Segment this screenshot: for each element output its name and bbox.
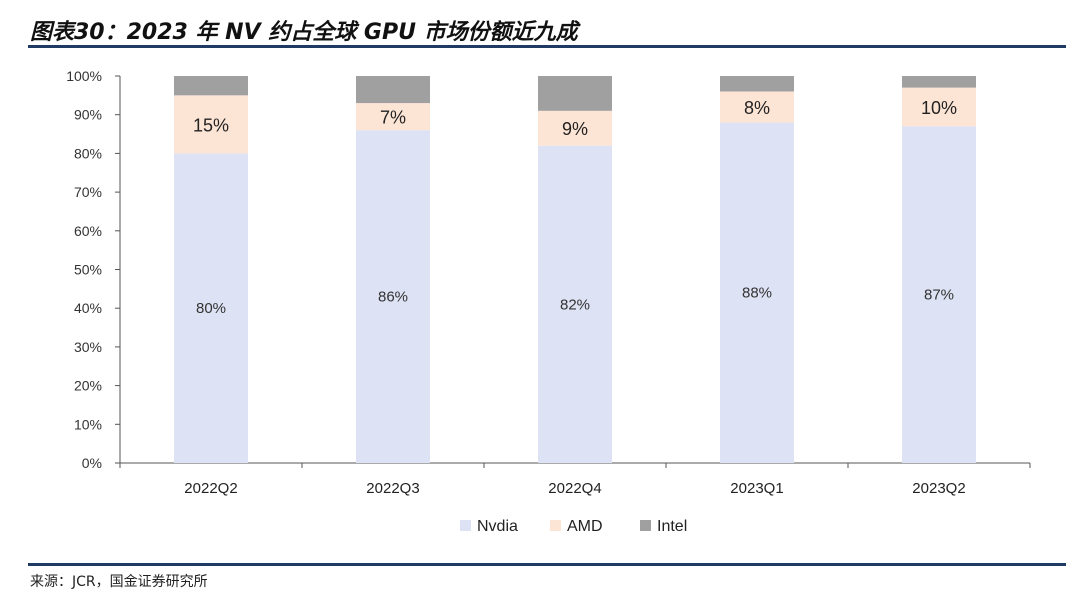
title-rule xyxy=(28,45,1066,48)
y-tick-label: 90% xyxy=(74,107,102,123)
legend-swatch-amd xyxy=(550,520,561,531)
y-tick-label: 50% xyxy=(74,262,102,278)
bar-intel-2022Q4 xyxy=(538,76,612,111)
y-tick-label: 80% xyxy=(74,145,102,161)
x-category-label: 2022Q3 xyxy=(366,480,419,497)
bar-amd-2022Q3 xyxy=(356,103,430,131)
x-category-label: 2022Q4 xyxy=(548,480,601,497)
legend-swatch-intel xyxy=(640,520,651,531)
legend-label-amd: AMD xyxy=(567,518,603,535)
bar-amd-2023Q1 xyxy=(720,91,794,123)
y-tick-label: 0% xyxy=(82,455,102,471)
bar-nvdia-2022Q4 xyxy=(538,145,612,463)
data-label-amd: 10% xyxy=(921,98,957,118)
data-label-nvdia: 80% xyxy=(196,300,226,317)
bar-amd-2022Q4 xyxy=(538,110,612,146)
y-tick-label: 100% xyxy=(66,68,102,84)
footer-rule xyxy=(28,563,1066,566)
stacked-bar-chart: 0% 10% 20% 30% 40% 50% 60% 70% 80% 90% 100% 80% 15% 2… xyxy=(66,68,1031,535)
data-label-nvdia: 82% xyxy=(560,296,590,313)
bar-nvdia-2023Q1 xyxy=(720,122,794,463)
data-label-amd: 9% xyxy=(562,119,588,139)
y-tick-label: 20% xyxy=(74,378,102,394)
legend-swatch-nvdia xyxy=(460,520,471,531)
y-tick-label: 70% xyxy=(74,184,102,200)
data-label-amd: 8% xyxy=(744,98,770,118)
bar-intel-2023Q2 xyxy=(902,76,976,88)
x-category-label: 2022Q2 xyxy=(184,480,237,497)
bar-nvdia-2022Q2 xyxy=(174,153,248,463)
bar-nvdia-2023Q2 xyxy=(902,126,976,463)
data-label-amd: 15% xyxy=(193,115,229,135)
x-category-label: 2023Q2 xyxy=(912,480,965,497)
legend-label-nvdia: Nvdia xyxy=(477,518,518,535)
y-tick-label: 30% xyxy=(74,339,102,355)
y-tick-label: 60% xyxy=(74,223,102,239)
y-tick-label: 10% xyxy=(74,416,102,432)
data-label-nvdia: 87% xyxy=(924,287,954,304)
chart-title: 图表30：2023 年 NV 约占全球 GPU 市场份额近九成 xyxy=(30,20,578,45)
bar-nvdia-2022Q3 xyxy=(356,130,430,463)
bar-intel-2022Q3 xyxy=(356,76,430,104)
y-tick-label: 40% xyxy=(74,300,102,316)
data-label-nvdia: 88% xyxy=(742,285,772,302)
bar-amd-2022Q2 xyxy=(174,95,248,154)
data-label-nvdia: 86% xyxy=(378,289,408,306)
bar-intel-2023Q1 xyxy=(720,76,794,92)
source-note: 来源：JCR，国金证券研究所 xyxy=(30,574,208,590)
data-label-amd: 7% xyxy=(380,108,406,128)
legend-label-intel: Intel xyxy=(657,518,687,535)
bar-amd-2023Q2 xyxy=(902,87,976,127)
x-category-label: 2023Q1 xyxy=(730,480,783,497)
bar-intel-2022Q2 xyxy=(174,76,248,96)
